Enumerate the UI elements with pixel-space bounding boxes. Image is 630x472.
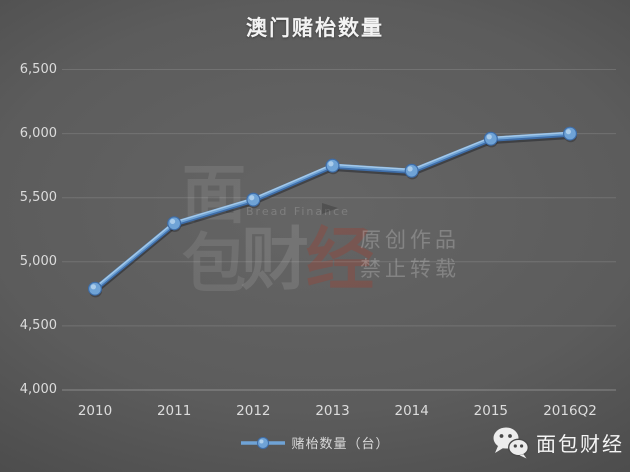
- data-point-highlight: [90, 284, 96, 290]
- y-axis-tick-label: 4,500: [19, 317, 57, 333]
- data-point-highlight: [486, 134, 492, 140]
- x-axis-tick-label: 2015: [473, 403, 509, 419]
- series-line: [92, 131, 573, 292]
- y-axis-tick-label: 5,500: [19, 189, 57, 205]
- legend-line-marker-icon: [241, 436, 286, 449]
- data-point-highlight: [169, 218, 176, 225]
- x-axis-tick-label: 2011: [156, 403, 192, 419]
- y-axis-tick-label: 6,500: [19, 61, 57, 77]
- y-axis-tick-label: 5,000: [19, 253, 57, 269]
- chart-title: 澳门赌枱数量: [246, 16, 384, 40]
- x-axis-tick-label: 2010: [77, 403, 113, 419]
- x-axis-tick-label: 2013: [315, 403, 350, 419]
- data-point-highlight: [328, 161, 334, 167]
- data-point-highlight: [407, 166, 413, 172]
- publisher-footer: 面包财经: [492, 426, 624, 459]
- wechat-icon: [493, 427, 529, 459]
- publisher-brand-name: 面包财经: [536, 432, 624, 456]
- chart-legend: 赌枱数量（台）: [0, 433, 630, 452]
- data-point-highlight: [249, 195, 255, 201]
- legend-series-label: 赌枱数量（台）: [291, 437, 390, 452]
- x-axis-tick-label: 2014: [394, 403, 429, 419]
- series-line: [93, 131, 572, 291]
- data-point-highlight: [565, 129, 572, 135]
- y-axis-tick-label: 4,000: [19, 382, 57, 397]
- y-axis-tick-label: 6,000: [19, 125, 57, 141]
- x-axis-tick-label: 2016Q2: [543, 403, 597, 419]
- series-line: [94, 131, 571, 289]
- x-axis-tick-label: 2012: [236, 403, 271, 419]
